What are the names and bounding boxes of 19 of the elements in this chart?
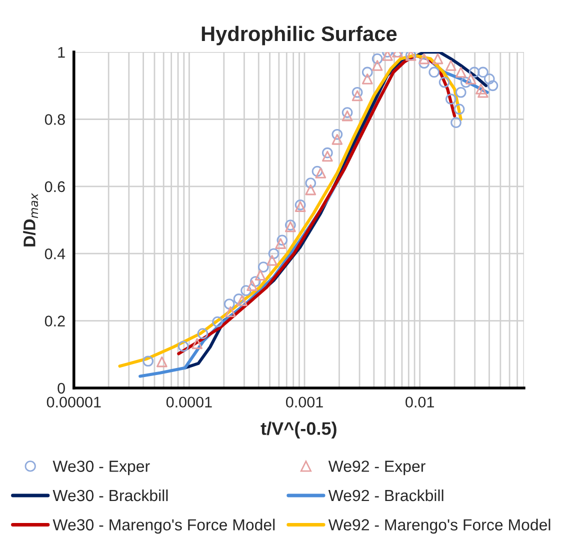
y-tick-label: 0.8 (44, 114, 65, 125)
legend-label: We92 - Exper (328, 460, 426, 476)
legend-label: We30 - Exper (52, 460, 150, 476)
y-tick-label: 0.6 (44, 181, 65, 192)
legend-label: We30 - Marengo's Force Model (52, 518, 275, 534)
x-tick-label: 0.00001 (46, 396, 101, 408)
y-tick-label: 1 (58, 47, 65, 58)
x-axis-title: t/V^(-0.5) (260, 422, 336, 438)
x-tick-label: 0.001 (286, 396, 323, 408)
x-tick-label: 0.0001 (166, 396, 212, 408)
legend-label: We30 - Brackbill (52, 489, 168, 502)
legend-label: We92 - Brackbill (328, 489, 444, 502)
legend-label: We92 - Marengo's Force Model (328, 518, 550, 534)
y-tick-label: 0.4 (44, 248, 66, 260)
chart-title: Hydrophilic Surface (202, 26, 397, 46)
y-tick-label: 0.2 (44, 316, 65, 326)
y-axis-title: D/D$_{max}$ (23, 193, 38, 246)
y-tick-label: 0 (58, 382, 65, 394)
x-tick-label: 0.01 (406, 396, 434, 408)
